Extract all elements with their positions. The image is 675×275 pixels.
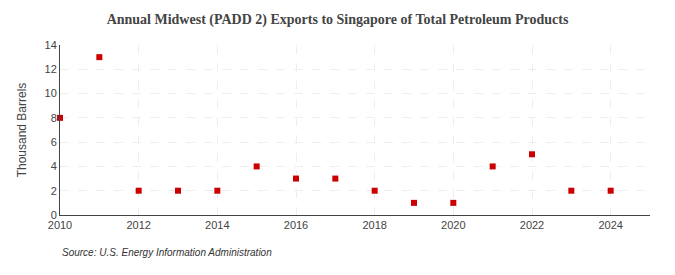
svg-text:12: 12 bbox=[45, 63, 57, 75]
svg-text:10: 10 bbox=[45, 87, 57, 99]
svg-text:4: 4 bbox=[51, 160, 57, 172]
svg-text:2020: 2020 bbox=[441, 219, 465, 231]
svg-text:6: 6 bbox=[51, 136, 57, 148]
svg-text:8: 8 bbox=[51, 112, 57, 124]
svg-text:2012: 2012 bbox=[126, 219, 150, 231]
svg-text:2018: 2018 bbox=[362, 219, 386, 231]
svg-text:2014: 2014 bbox=[205, 219, 229, 231]
svg-text:0: 0 bbox=[51, 209, 57, 221]
svg-text:Thousand Barrels: Thousand Barrels bbox=[15, 83, 29, 178]
svg-text:2022: 2022 bbox=[520, 219, 544, 231]
svg-text:2016: 2016 bbox=[284, 219, 308, 231]
svg-text:14: 14 bbox=[45, 39, 57, 51]
svg-text:2010: 2010 bbox=[48, 219, 72, 231]
svg-text:Source: U.S. Energy Informatio: Source: U.S. Energy Information Administ… bbox=[62, 247, 272, 258]
svg-text:2: 2 bbox=[51, 185, 57, 197]
svg-text:2024: 2024 bbox=[598, 219, 622, 231]
svg-text:Annual Midwest (PADD 2) Export: Annual Midwest (PADD 2) Exports to Singa… bbox=[107, 12, 569, 28]
